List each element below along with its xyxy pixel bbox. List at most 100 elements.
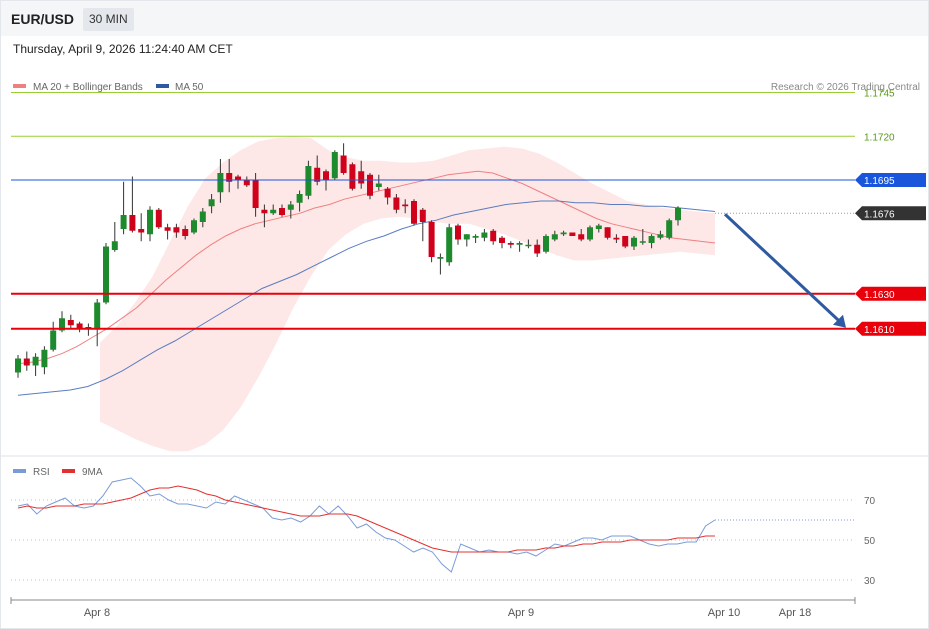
candle-body	[120, 215, 127, 229]
candle-body	[393, 197, 400, 210]
candle-body	[331, 152, 338, 179]
rsi-legend-label: RSI	[33, 467, 50, 478]
candle-body	[67, 320, 74, 326]
candle-body	[437, 257, 444, 259]
candle-body	[463, 234, 470, 240]
candle-body	[551, 234, 558, 240]
candle-body	[657, 234, 664, 238]
level-label-1.1610: 1.1610	[864, 325, 895, 336]
ma20-line	[17, 170, 716, 365]
candle-body	[490, 230, 497, 242]
rsi-ma-legend-swatch	[62, 469, 75, 473]
candle-body	[622, 236, 629, 247]
candle-body	[138, 229, 145, 233]
candle-body	[191, 220, 197, 233]
candle-body	[59, 318, 65, 331]
candle-body	[455, 225, 461, 240]
candle-body	[270, 209, 277, 214]
candle-body	[604, 227, 611, 238]
level-label-1.1745: 1.1745	[864, 89, 895, 100]
candle-body	[481, 232, 488, 238]
timeframe-badge[interactable]: 30 MIN	[83, 8, 134, 31]
chart-datetime: Thursday, April 9, 2026 11:24:40 AM CET	[13, 42, 233, 56]
rsi-tick-70: 70	[864, 496, 876, 507]
candle-body	[129, 215, 136, 231]
candle-body	[279, 208, 285, 215]
ma20-legend-label: MA 20 + Bollinger Bands	[33, 82, 143, 93]
candle-body	[323, 171, 329, 180]
copyright-text: Research © 2026 Trading Central	[771, 82, 920, 93]
rsi-line	[17, 477, 716, 573]
candle-body	[446, 227, 453, 263]
candle-body	[402, 204, 409, 207]
ma50-legend-label: MA 50	[175, 82, 204, 93]
candle-body	[305, 166, 312, 196]
candle-body	[296, 194, 303, 203]
last-price-label: 1.1676	[864, 209, 895, 220]
candle-body	[648, 236, 655, 243]
level-label-1.1695: 1.1695	[864, 176, 895, 187]
candle-body	[587, 227, 593, 240]
level-tag-1.1630	[855, 286, 926, 301]
candle-body	[384, 188, 391, 198]
candle-body	[340, 155, 347, 173]
time-axis-label: Apr 10	[708, 607, 740, 619]
candle-body	[595, 225, 602, 229]
level-tag-1.1695	[855, 173, 926, 187]
symbol-title: EUR/USD	[11, 11, 75, 27]
candle-body	[76, 323, 83, 329]
candle-body	[516, 243, 523, 245]
rsi-tick-50: 50	[864, 536, 876, 547]
time-axis-label: Apr 8	[84, 607, 110, 619]
time-axis-label: Apr 18	[779, 607, 811, 619]
bollinger-band	[100, 136, 715, 452]
candle-body	[111, 241, 118, 250]
candle-body	[226, 173, 233, 182]
candle-body	[639, 241, 646, 243]
candle-body	[94, 302, 101, 329]
chart-header: EUR/USD 30 MIN	[1, 1, 928, 36]
candle-body	[243, 180, 250, 186]
candle-body	[411, 201, 417, 224]
ma20-legend-swatch	[13, 84, 26, 88]
candle-body	[534, 244, 541, 254]
candle-body	[560, 232, 567, 235]
candle-body	[666, 220, 673, 238]
candle-body	[50, 330, 57, 350]
candle-body	[349, 164, 356, 189]
rsi-tick-30: 30	[864, 576, 876, 587]
last-price-tag	[855, 206, 926, 221]
candle-body	[428, 222, 435, 257]
candle-body	[182, 229, 189, 236]
candle-body	[578, 234, 585, 240]
candle-body	[235, 176, 241, 180]
candle-body	[23, 358, 30, 366]
candle-body	[543, 236, 549, 252]
candle-body	[103, 246, 109, 303]
candle-body	[375, 183, 382, 187]
candle-body	[173, 227, 180, 233]
candle-body	[208, 199, 215, 207]
candle-body	[155, 209, 162, 228]
candle-body	[199, 211, 206, 222]
candle-body	[499, 237, 505, 243]
candle-body	[358, 171, 365, 184]
candle-body	[631, 237, 637, 247]
candle-body	[675, 208, 681, 221]
level-label-1.1630: 1.1630	[864, 290, 895, 301]
rsi-ma-line	[17, 485, 715, 553]
ma50-line	[17, 200, 716, 396]
candle-body	[507, 243, 514, 245]
candle-body	[164, 227, 171, 231]
level-tag-1.1610	[855, 321, 926, 336]
candle-body	[15, 358, 21, 373]
rsi-legend-swatch	[13, 469, 26, 473]
candle-body	[147, 209, 153, 235]
candle-body	[314, 167, 321, 182]
rsi-ma-legend-label: 9MA	[82, 467, 103, 478]
candle-body	[217, 173, 224, 193]
time-axis-label: Apr 9	[508, 607, 534, 619]
level-label-1.1720: 1.1720	[864, 132, 895, 143]
pane-separator	[1, 455, 928, 457]
